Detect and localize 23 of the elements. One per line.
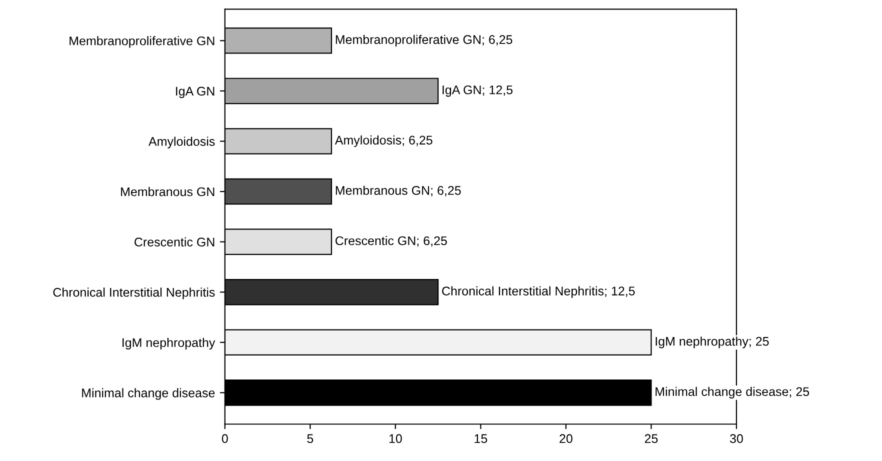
y-tick-label: Membranoproliferative GN [70,36,214,48]
x-tick-label: 15 [474,434,488,444]
y-tick-label: IgA GN [176,86,214,98]
y-tick-label: Chronical Interstitial Nephritis [53,288,215,300]
data-label: Crescentic GN; 6,25 [336,236,447,247]
data-label: Amyloidosis; 6,25 [334,135,432,148]
x-tick-label: 20 [560,434,572,444]
data-label: Minimal change disease; 25 [656,386,810,399]
data-label: IgA GN; 12,5 [442,85,513,97]
y-tick-label: Amyloidosis [148,136,215,148]
data-label: Membranous GN; 6,25 [336,186,461,196]
y-tick-label: Membranous GN [121,186,214,196]
y-tick-label: Minimal change disease [82,388,215,400]
x-tick-label: 25 [644,434,658,444]
x-tick-label: 30 [730,434,743,444]
data-label: Membranoproliferative GN; 6,25 [336,34,512,46]
y-tick-label: IgM nephropathy [122,338,216,350]
x-tick-label: 0 [222,434,228,444]
x-tick-label: 5 [307,434,314,444]
data-label: IgM nephropathy; 25 [656,336,769,348]
data-label: Chronical Interstitial Nephritis; 12,5 [442,286,635,298]
y-tick-label: Crescentic GN [134,237,214,246]
x-tick-label: 10 [389,434,402,444]
